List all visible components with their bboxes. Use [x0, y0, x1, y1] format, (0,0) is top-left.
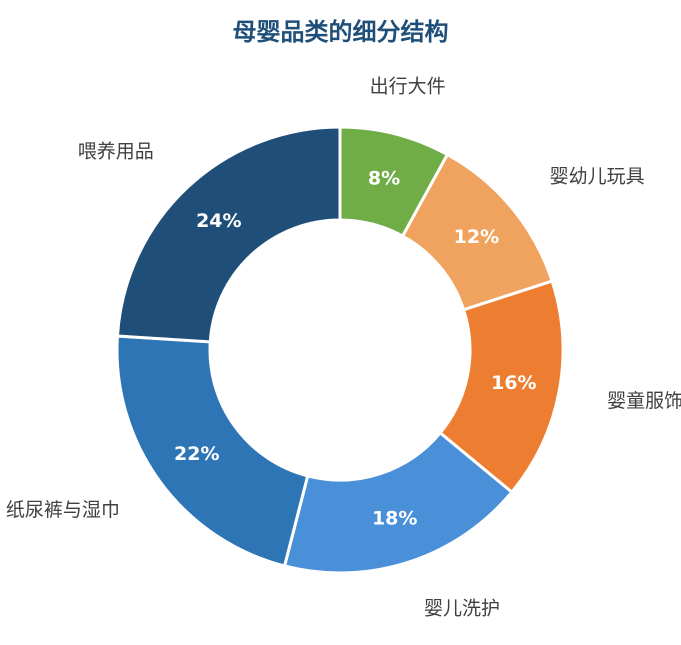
slice-category-label-2: 婴幼儿玩具 [550, 166, 645, 188]
slice-category-label-3: 婴童服饰 [607, 390, 681, 412]
slice-value-label-3: 16% [491, 372, 536, 394]
slice-5[interactable] [115, 334, 310, 568]
slice-category-label-6: 喂养用品 [78, 141, 154, 163]
chart-title: 母婴品类的细分结构 [232, 18, 449, 46]
slice-category-label-5: 纸尿裤与湿巾 [6, 499, 120, 521]
slice-value-label-5: 22% [174, 443, 219, 465]
slice-value-label-4: 18% [372, 507, 417, 529]
slice-category-label-4: 婴儿洗护 [424, 598, 500, 620]
slice-value-label-6: 24% [196, 210, 241, 232]
slice-value-label-1: 8% [368, 168, 400, 190]
slice-6[interactable] [115, 125, 342, 344]
slice-3[interactable] [438, 279, 565, 495]
slice-category-label-1: 出行大件 [370, 76, 446, 98]
slice-4[interactable] [282, 430, 514, 575]
slice-value-label-2: 12% [454, 226, 499, 248]
